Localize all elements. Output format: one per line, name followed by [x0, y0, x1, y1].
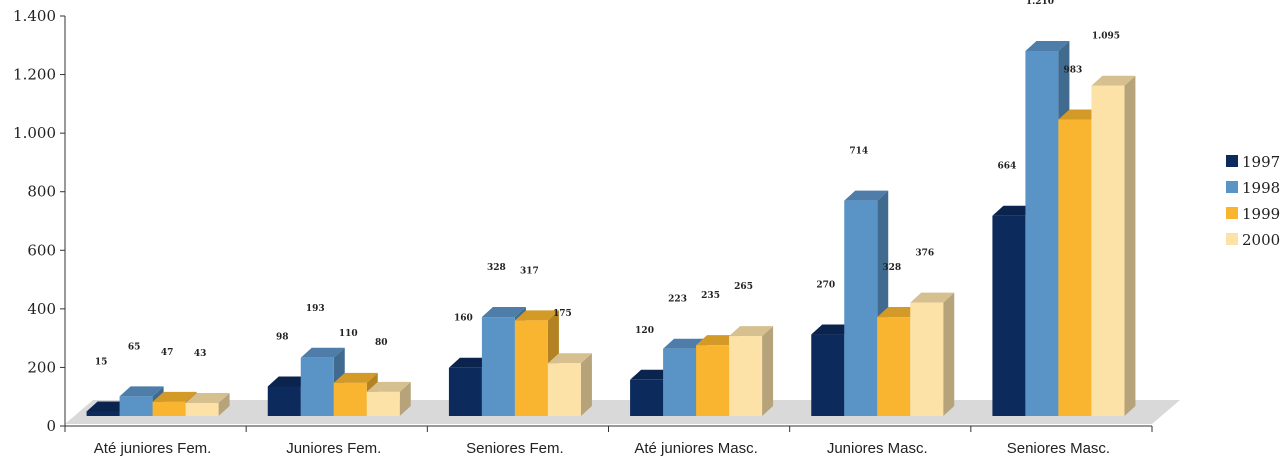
data-label: 265: [734, 282, 753, 292]
data-label: 328: [882, 263, 901, 273]
data-label: 47: [161, 348, 174, 358]
data-label: 175: [553, 309, 572, 319]
legend-swatch: [1226, 207, 1238, 219]
data-label: 223: [668, 295, 687, 305]
legend-label: 1998: [1242, 179, 1280, 197]
x-category-label: Até juniores Masc.: [634, 440, 757, 457]
data-label: 983: [1064, 65, 1083, 75]
bar-2000-0: [185, 393, 230, 416]
legend-item-1997: 1997: [1226, 153, 1280, 171]
y-tick-label: 0: [46, 417, 56, 435]
y-ticks: 0 200 400 600 800 1.000 1.200 1.400: [13, 7, 65, 435]
y-tick-label: 400: [27, 300, 56, 318]
data-label: 328: [487, 263, 506, 273]
data-label: 376: [915, 249, 934, 259]
legend-swatch: [1226, 181, 1238, 193]
data-label: 714: [849, 147, 868, 157]
data-label: 270: [816, 281, 835, 291]
y-tick-label: 1.400: [13, 7, 56, 25]
legend-label: 2000: [1242, 231, 1280, 249]
data-label: 15: [95, 357, 108, 367]
bar-2000-4: [910, 292, 955, 416]
x-categories: Até juniores Fem. Juniores Fem. Seniores F…: [64, 426, 1153, 457]
x-category-label: Seniores Fem.: [466, 440, 564, 457]
data-label: 65: [128, 342, 141, 352]
legend-swatch: [1226, 155, 1238, 167]
data-label: 80: [375, 338, 388, 348]
y-tick-label: 200: [27, 358, 56, 376]
x-category-label: Até juniores Fem.: [94, 440, 212, 457]
legend-label: 1999: [1242, 205, 1280, 223]
x-category-label: Seniores Masc.: [1007, 440, 1110, 457]
bar-2000-2: [547, 353, 592, 416]
y-tick-label: 1.200: [13, 66, 56, 84]
legend: 1997 1998 1999 2000: [1226, 153, 1280, 249]
data-label: 43: [194, 349, 207, 359]
bars: [86, 41, 1136, 416]
data-label: 193: [306, 304, 325, 314]
data-label: 1.210: [1026, 0, 1054, 7]
data-label: 235: [701, 291, 720, 301]
legend-item-1998: 1998: [1226, 179, 1280, 197]
y-tick-label: 600: [27, 241, 56, 259]
data-label: 1.095: [1092, 32, 1120, 42]
legend-item-1999: 1999: [1226, 205, 1280, 223]
data-labels: 15 65 47 43 98 193 110 80 160 328 317 175 120 223 235 2…: [95, 0, 1120, 367]
data-label: 160: [454, 314, 473, 324]
bar-2000-5: [1091, 75, 1136, 416]
data-label: 98: [276, 332, 289, 342]
bar-2000-3: [729, 326, 774, 416]
x-category-label: Juniores Fem.: [286, 440, 381, 457]
bar-2000-1: [366, 381, 411, 416]
data-label: 664: [998, 162, 1017, 172]
legend-label: 1997: [1242, 153, 1280, 171]
y-tick-label: 1.000: [13, 124, 56, 142]
data-label: 110: [339, 329, 358, 339]
data-label: 317: [520, 266, 539, 276]
y-tick-label: 800: [27, 183, 56, 201]
legend-item-2000: 2000: [1226, 231, 1280, 249]
x-category-label: Juniores Masc.: [827, 440, 928, 457]
data-label: 120: [635, 326, 654, 336]
legend-swatch: [1226, 233, 1238, 245]
